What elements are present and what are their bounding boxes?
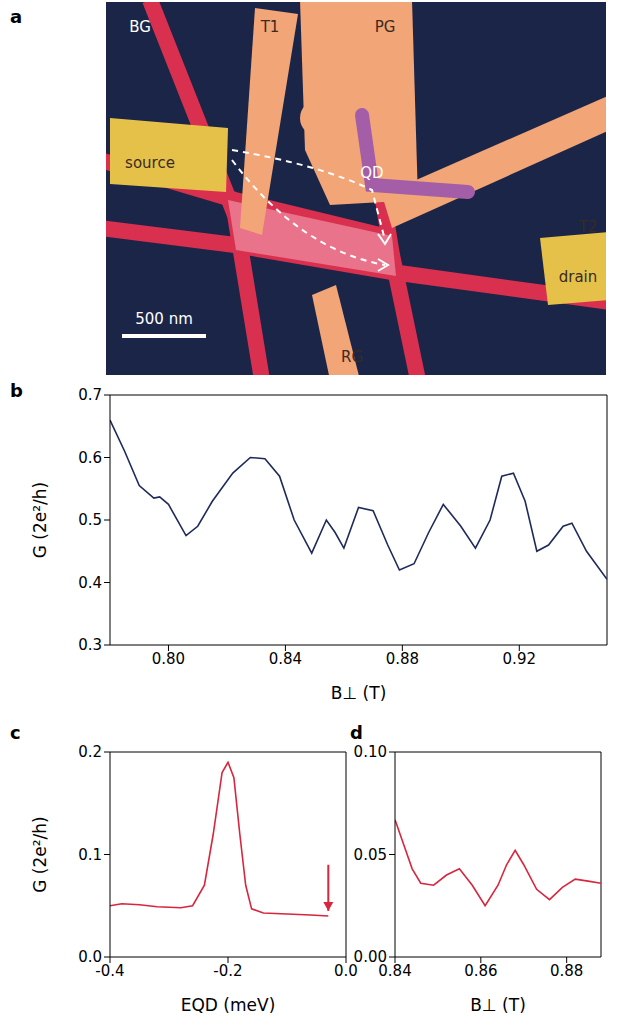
html-text:c: c bbox=[10, 722, 21, 743]
html-text:b: b bbox=[10, 380, 23, 401]
svg-text:0.84: 0.84 bbox=[269, 650, 302, 668]
svg-text:EQD (meV): EQD (meV) bbox=[181, 995, 276, 1015]
svg-text:500 nm: 500 nm bbox=[135, 310, 193, 328]
svg-text:0.80: 0.80 bbox=[152, 650, 185, 668]
svg-text:BG: BG bbox=[129, 18, 151, 36]
svg-text:QD: QD bbox=[360, 164, 383, 182]
svg-text:G (2e²/h): G (2e²/h) bbox=[30, 816, 50, 892]
svg-text:drain: drain bbox=[559, 268, 598, 286]
svg-text:0.00: 0.00 bbox=[354, 948, 387, 966]
svg-text:0.88: 0.88 bbox=[550, 962, 583, 980]
svg-text:0.05: 0.05 bbox=[354, 846, 387, 864]
svg-text:PG: PG bbox=[375, 18, 396, 36]
svg-text:0.92: 0.92 bbox=[503, 650, 536, 668]
svg-text:0.0: 0.0 bbox=[78, 948, 102, 966]
svg-text:0.5: 0.5 bbox=[78, 511, 102, 529]
svg-text:0.84: 0.84 bbox=[378, 961, 412, 980]
html-text:d: d bbox=[350, 722, 363, 743]
svg-text:0.7: 0.7 bbox=[78, 386, 102, 404]
svg-text:0.0: 0.0 bbox=[334, 961, 358, 980]
svg-text:0.10: 0.10 bbox=[354, 743, 387, 761]
html-text:a: a bbox=[10, 6, 23, 27]
svg-text:-0.2: -0.2 bbox=[213, 962, 242, 980]
svg-text:B⊥ (T): B⊥ (T) bbox=[331, 683, 387, 703]
svg-text:0.88: 0.88 bbox=[386, 650, 419, 668]
svg-text:source: source bbox=[125, 154, 175, 172]
svg-text:0.2: 0.2 bbox=[78, 743, 102, 761]
svg-text:T2: T2 bbox=[578, 218, 598, 236]
svg-text:RG: RG bbox=[341, 348, 363, 366]
svg-text:B⊥ (T): B⊥ (T) bbox=[470, 995, 526, 1015]
svg-text:-0.4: -0.4 bbox=[95, 961, 125, 980]
svg-text:0.4: 0.4 bbox=[78, 574, 102, 592]
svg-text:0.3: 0.3 bbox=[78, 636, 102, 654]
svg-text:0.6: 0.6 bbox=[78, 449, 102, 467]
svg-text:T1: T1 bbox=[260, 18, 280, 36]
svg-text:0.1: 0.1 bbox=[78, 846, 102, 864]
svg-text:0.86: 0.86 bbox=[464, 962, 497, 980]
svg-text:G (2e²/h): G (2e²/h) bbox=[30, 482, 50, 558]
